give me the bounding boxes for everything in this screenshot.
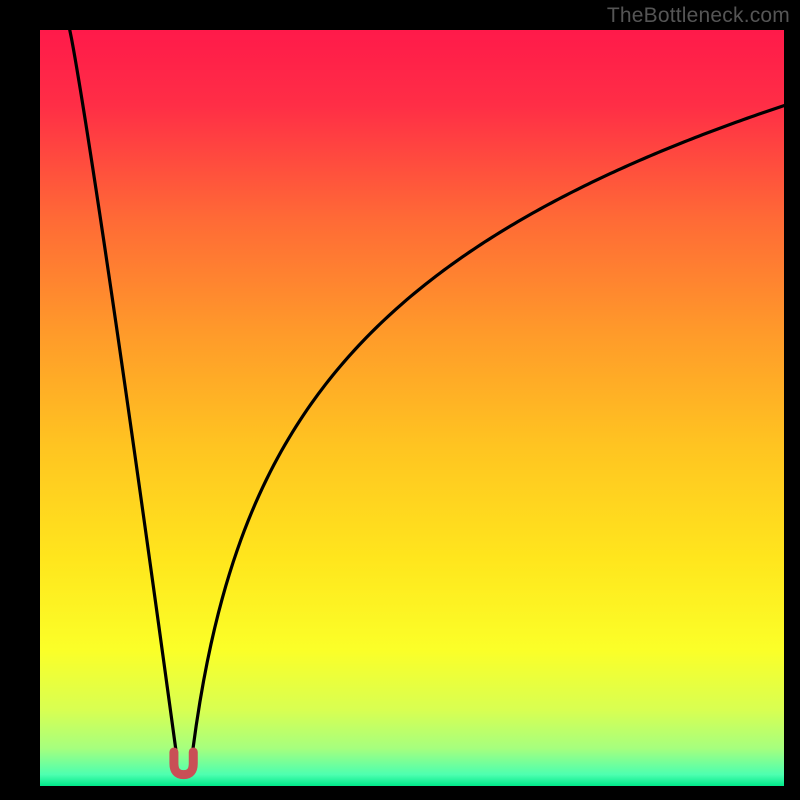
chart-svg <box>40 30 784 786</box>
plot-area <box>40 30 784 786</box>
gradient-background <box>40 30 784 786</box>
watermark-text: TheBottleneck.com <box>607 4 790 28</box>
